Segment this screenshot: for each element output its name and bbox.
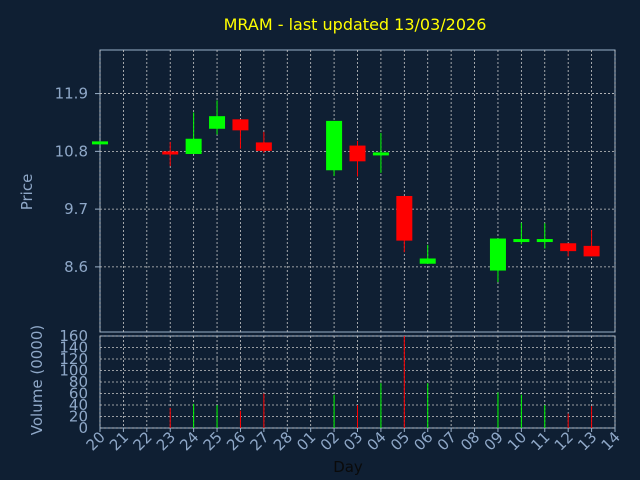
chart-title: MRAM - last updated 13/03/2026 bbox=[224, 15, 487, 34]
candle-body-down bbox=[560, 243, 577, 252]
candle-body-down bbox=[162, 151, 179, 155]
x-tick-label: 09 bbox=[481, 428, 507, 454]
volume-tick-label: 40 bbox=[69, 396, 88, 414]
x-tick-label: 27 bbox=[246, 428, 272, 454]
x-axis-label: Day bbox=[333, 458, 363, 476]
x-tick-label: 05 bbox=[387, 428, 413, 454]
y-axis-label-price: Price bbox=[18, 174, 36, 211]
candle-body-down bbox=[232, 119, 249, 131]
x-tick-label: 06 bbox=[410, 428, 436, 454]
x-tick-label: 28 bbox=[270, 428, 296, 454]
volume-tick-label: 60 bbox=[69, 385, 88, 403]
x-tick-label: 01 bbox=[293, 428, 319, 454]
x-tick-label: 23 bbox=[153, 428, 179, 454]
candle-body-up bbox=[419, 258, 436, 264]
volume-tick-label: 100 bbox=[59, 362, 88, 380]
price-panel: 8.6 9.7 10.8 11.9 bbox=[55, 49, 616, 333]
candle-body-up bbox=[209, 116, 226, 129]
x-tick-label: 26 bbox=[223, 428, 249, 454]
x-axis: 2021222324252627280102030405060708091011… bbox=[83, 428, 624, 454]
price-tick-label: 10.8 bbox=[55, 142, 88, 160]
volume-tick-label: 160 bbox=[59, 327, 88, 345]
candle-body-up bbox=[326, 120, 343, 171]
x-tick-label: 04 bbox=[364, 428, 390, 454]
price-tick-label: 8.6 bbox=[64, 258, 88, 276]
candle-body-up bbox=[92, 141, 108, 145]
x-tick-label: 12 bbox=[551, 428, 577, 454]
x-tick-label: 21 bbox=[106, 428, 132, 454]
price-tick-label: 11.9 bbox=[55, 85, 88, 103]
x-tick-label: 11 bbox=[527, 428, 553, 454]
x-tick-label: 10 bbox=[504, 428, 530, 454]
x-tick-label: 24 bbox=[176, 428, 202, 454]
candle-body-down bbox=[396, 195, 413, 241]
volume-tick-label: 120 bbox=[59, 350, 88, 368]
candle-body-up bbox=[185, 138, 202, 154]
volume-tick-label: 80 bbox=[69, 373, 88, 391]
x-tick-label: 22 bbox=[129, 428, 155, 454]
y-axis-label-volume: Volume (0000) bbox=[28, 325, 46, 435]
x-tick-label: 07 bbox=[434, 428, 460, 454]
x-tick-label: 14 bbox=[598, 428, 624, 454]
volume-tick-label: 20 bbox=[69, 408, 88, 426]
x-tick-label: 13 bbox=[574, 428, 600, 454]
x-tick-label: 25 bbox=[200, 428, 226, 454]
volume-tick-label: 0 bbox=[78, 419, 88, 437]
candle-body-down bbox=[583, 245, 600, 257]
x-tick-label: 03 bbox=[340, 428, 366, 454]
x-tick-label: 02 bbox=[317, 428, 343, 454]
candle-body-up bbox=[489, 238, 506, 271]
price-tick-label: 9.7 bbox=[64, 200, 88, 218]
candle-body-up bbox=[513, 239, 530, 243]
candle-body-up bbox=[372, 152, 389, 156]
candle-body-down bbox=[349, 145, 366, 162]
candle-body-down bbox=[255, 142, 272, 151]
x-tick-label: 08 bbox=[457, 428, 483, 454]
candle-body-up bbox=[536, 239, 553, 243]
volume-tick-label: 140 bbox=[59, 339, 88, 357]
